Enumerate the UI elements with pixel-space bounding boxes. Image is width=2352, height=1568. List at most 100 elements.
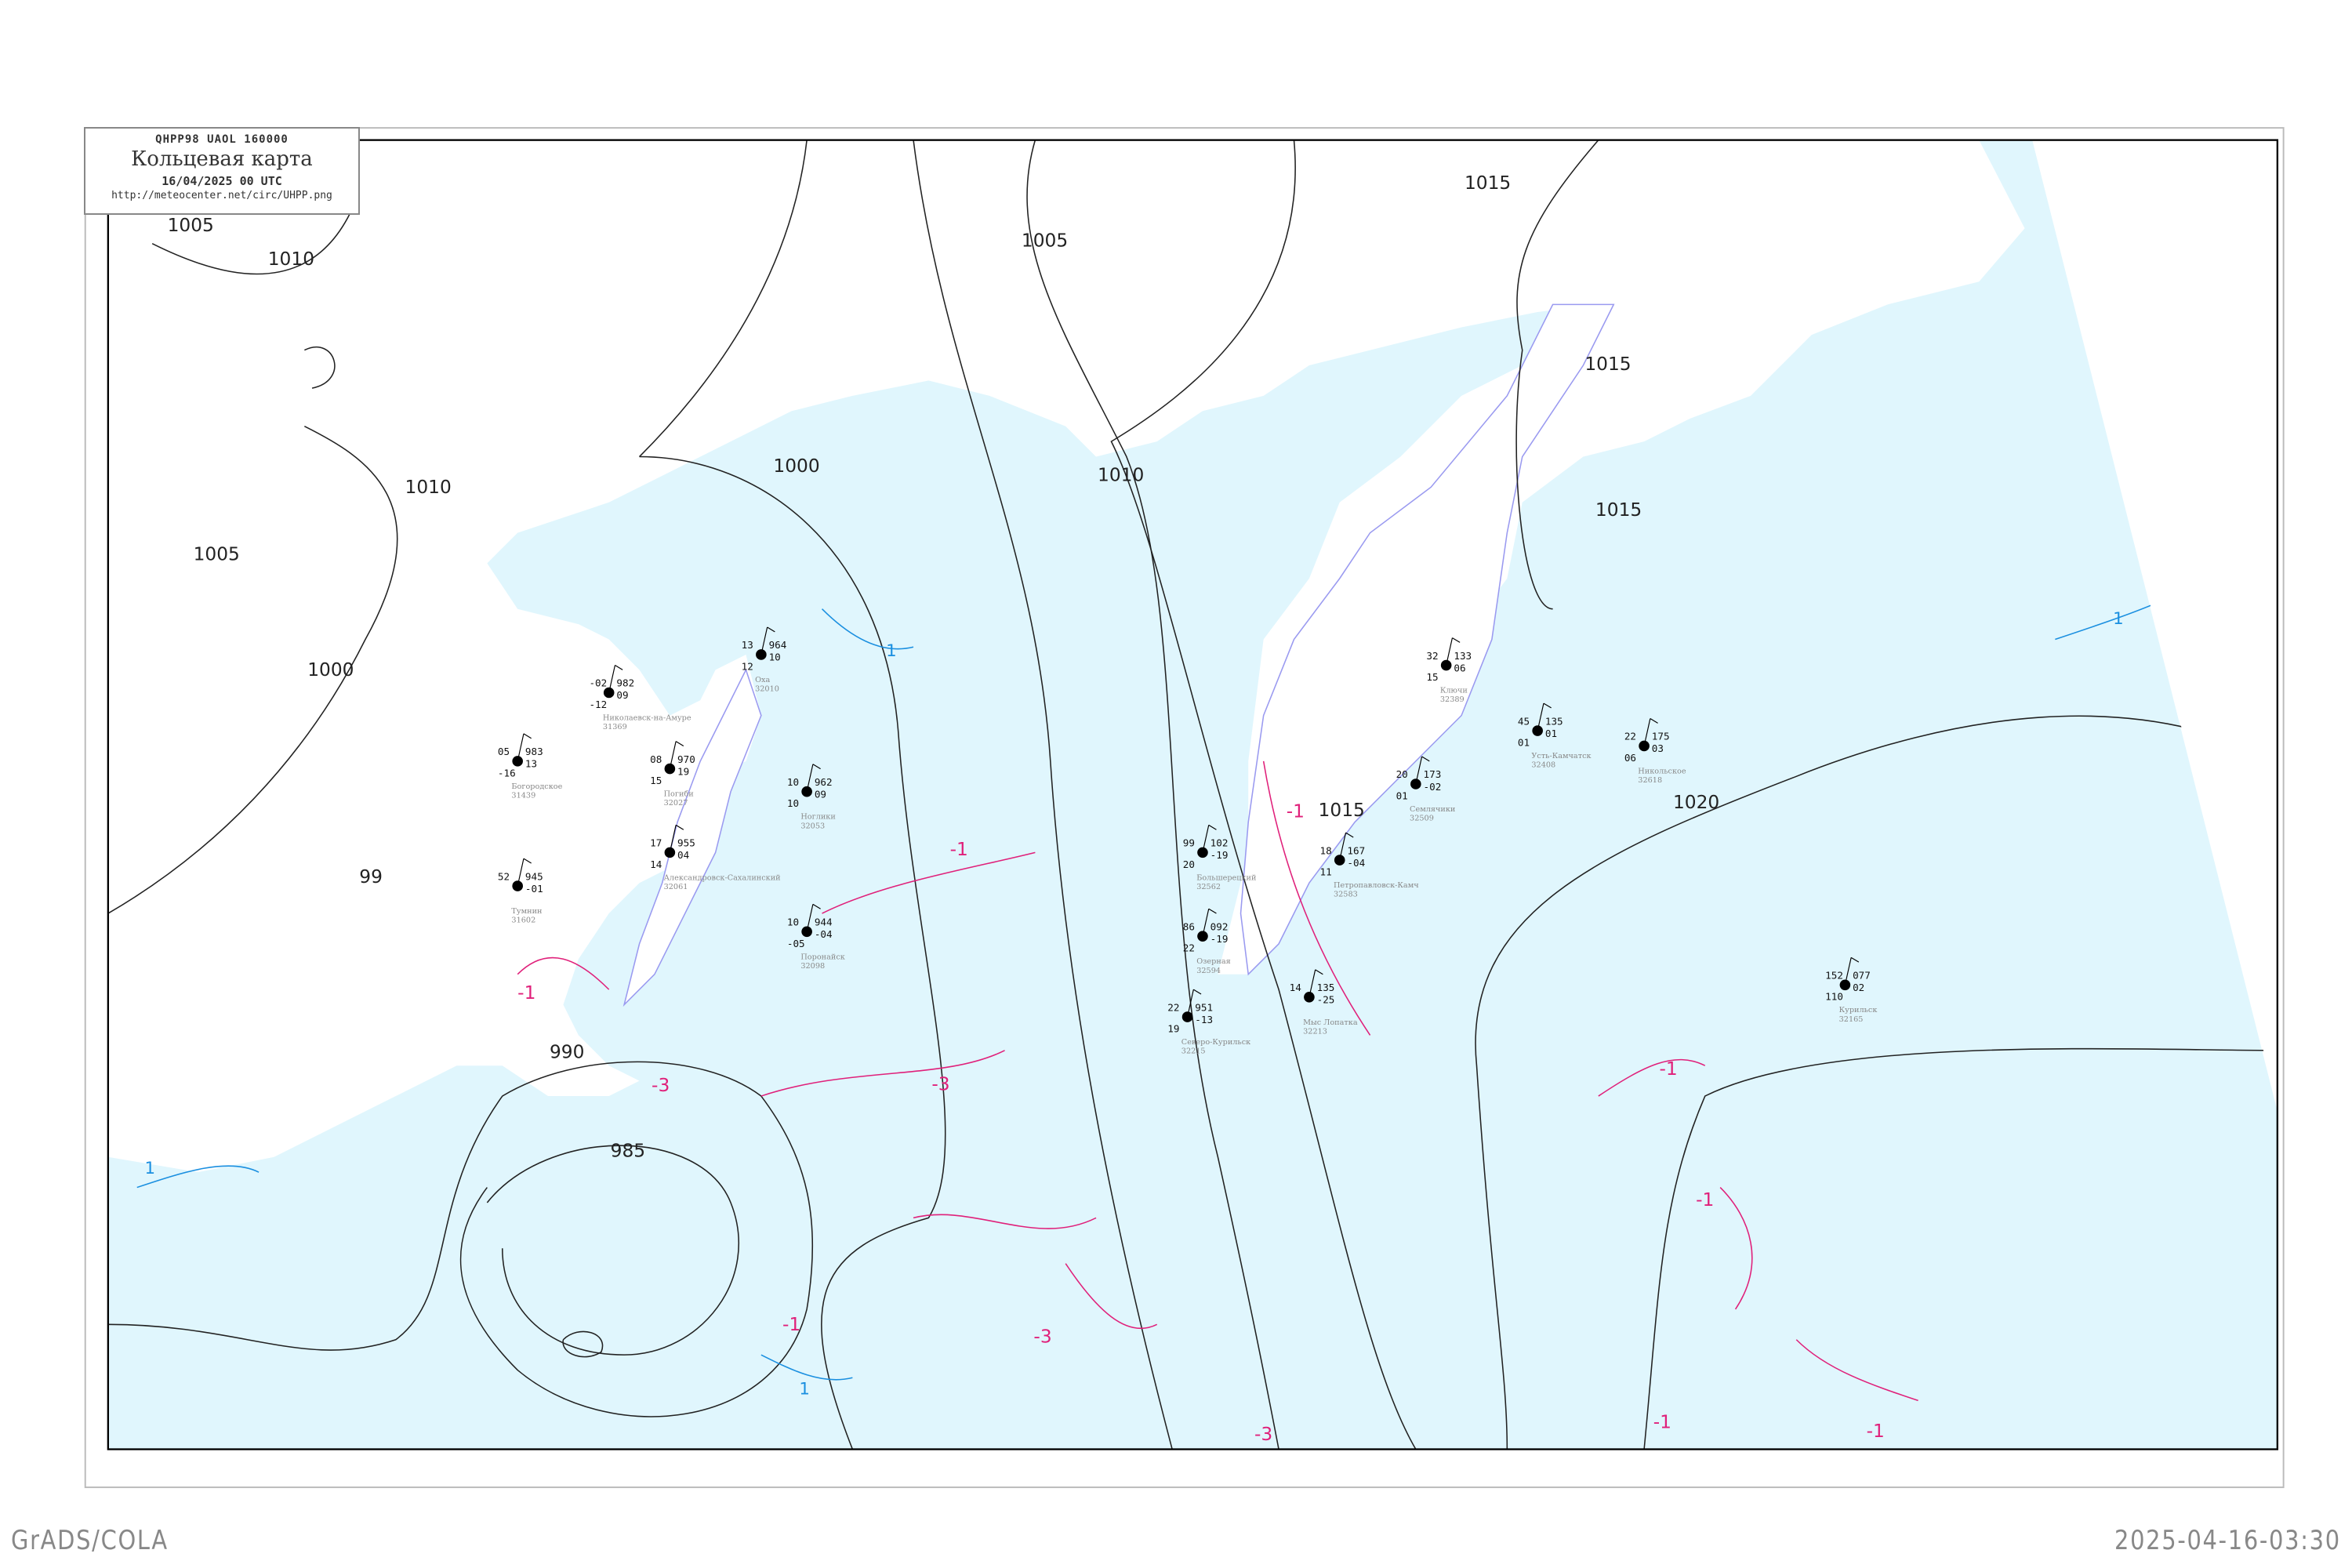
wind-barb-icon: [1339, 832, 1354, 861]
station-temperature: 10: [787, 776, 799, 788]
isobar-label: 1015: [1595, 499, 1642, 521]
station-tendency: 06: [1454, 662, 1465, 673]
station-id: 32618: [1638, 776, 1662, 785]
isobar-label: 99: [359, 866, 383, 887]
footer-timestamp: 2025-04-16-03:30: [2114, 1525, 2341, 1556]
isotherm-label: -1: [1867, 1421, 1885, 1442]
station-tendency: -13: [1195, 1014, 1213, 1025]
station-dewpoint: 15: [650, 775, 662, 786]
station-pressure: 167: [1347, 844, 1365, 856]
station-tendency: -25: [1317, 994, 1335, 1006]
cloud-cover-icon: [664, 847, 676, 858]
station-dewpoint: -16: [498, 767, 516, 779]
station-id: 32098: [800, 962, 825, 971]
isotherm-label: -1: [950, 839, 968, 860]
station-temperature: 99: [1183, 837, 1195, 849]
isotherm-label: -3: [1033, 1327, 1051, 1348]
wind-barb-icon: [608, 665, 623, 693]
station-temperature: 05: [498, 746, 510, 757]
wind-barb-icon: [1308, 969, 1323, 997]
map-datetime: 16/04/2025 00 UTC: [162, 174, 282, 188]
station-temperature: 22: [1624, 731, 1636, 742]
station-name: Ноглики: [800, 813, 835, 822]
isobar-label: 1010: [1098, 465, 1144, 486]
station-temperature: 20: [1396, 768, 1408, 780]
wind-barb-icon: [760, 626, 775, 655]
station-name: Ключи: [1440, 686, 1468, 695]
isobar-label: 1015: [1584, 354, 1631, 375]
wind-barb-icon: [517, 733, 532, 762]
wind-barb-icon: [669, 741, 684, 769]
station-dewpoint: 01: [1396, 789, 1408, 801]
isobar-label: 1015: [1319, 800, 1365, 821]
isotherm-label: -1: [1660, 1058, 1678, 1080]
station-name: Николаевск-на-Амуре: [603, 713, 691, 722]
station-pressure: 944: [815, 916, 833, 928]
station-id: 32213: [1303, 1027, 1327, 1036]
page-title: Кольцевая карта: [131, 147, 313, 171]
station-name: Поронайск: [800, 953, 844, 961]
wind-barb-icon: [1446, 637, 1461, 666]
station-temperature: 10: [787, 916, 799, 928]
station-dewpoint: 10: [787, 797, 799, 809]
source-url[interactable]: http://meteocenter.net/circ/UHPP.png: [111, 190, 332, 201]
isotherm-label: -3: [931, 1073, 949, 1094]
isobar-label: 1010: [268, 249, 314, 270]
station-temperature: 52: [498, 870, 510, 882]
isotherm-label: -1: [517, 982, 535, 1004]
station-dewpoint: 20: [1183, 858, 1195, 870]
station-dewpoint: 14: [650, 858, 662, 870]
station-pressure: 951: [1195, 1001, 1213, 1013]
station-id: 32165: [1839, 1015, 1864, 1024]
station-temperature: 17: [650, 837, 662, 849]
zero-isotherm-label: 1: [799, 1380, 810, 1399]
station-tendency: 02: [1853, 982, 1864, 993]
isotherm-label: -1: [1653, 1411, 1671, 1432]
zero-isotherm-label: 1: [2113, 609, 2124, 629]
title-box: QHPP98 UAOL 160000 Кольцевая карта 16/04…: [84, 127, 360, 215]
isobar-label: 985: [611, 1141, 645, 1162]
station-tendency: 13: [525, 758, 537, 770]
station-pressure: 962: [815, 776, 833, 788]
station-dewpoint: 12: [742, 660, 753, 672]
station-id: 32562: [1196, 883, 1221, 891]
station-id: 31602: [511, 916, 535, 925]
station-dewpoint: 01: [1518, 736, 1530, 748]
station-id: 32594: [1196, 967, 1221, 975]
station-pressure: 092: [1210, 920, 1229, 932]
station-tendency: 10: [769, 652, 781, 663]
station-id: 32583: [1334, 891, 1358, 899]
isobar-label: 1020: [1673, 792, 1719, 813]
station-name: Погиби: [664, 790, 694, 799]
station-temperature: 152: [1825, 970, 1843, 982]
station-tendency: -02: [1424, 781, 1442, 793]
station-temperature: 32: [1426, 650, 1438, 662]
wind-barb-icon: [669, 824, 684, 853]
station-pressure: 983: [525, 746, 543, 757]
wind-barb-icon: [1186, 989, 1202, 1018]
station-id: 32389: [1440, 695, 1465, 704]
station-dewpoint: 22: [1183, 942, 1195, 954]
station-tendency: 09: [616, 689, 628, 701]
station-temperature: 14: [1290, 982, 1301, 993]
zero-isotherm-label: 1: [144, 1159, 155, 1178]
station-tendency: -19: [1210, 933, 1229, 945]
